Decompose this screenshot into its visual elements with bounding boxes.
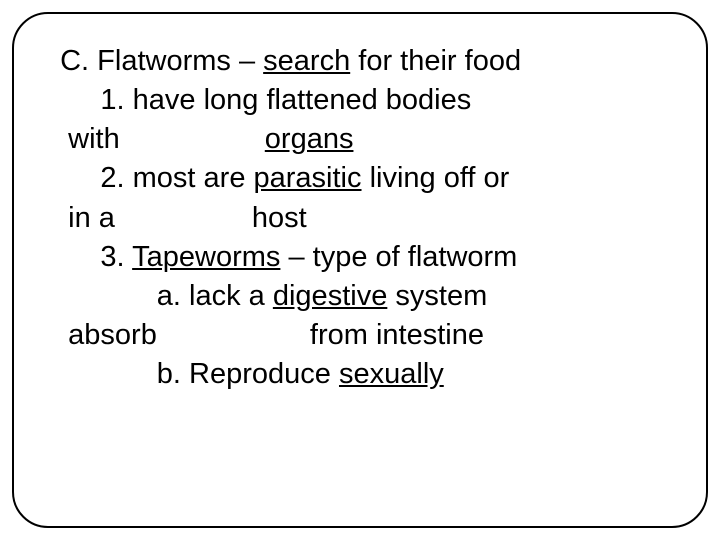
line-2b: in a host (44, 199, 676, 238)
text: C. Flatworms – (44, 45, 263, 77)
line-c: C. Flatworms – search for their food (44, 42, 676, 81)
line-2: 2. most are parasitic living off or (44, 159, 676, 198)
line-3b: b. Reproduce sexually (44, 355, 676, 394)
text: for their food (350, 45, 521, 77)
text: living off or (362, 162, 510, 194)
line-3: 3. Tapeworms – type of flatworm (44, 238, 676, 277)
underlined-word: sexually (339, 358, 444, 390)
text: system (387, 280, 487, 312)
text: a. lack a (44, 280, 273, 312)
line-3a2: absorb from intestine (44, 316, 676, 355)
text: absorb from intestine (44, 319, 484, 351)
line-3a: a. lack a digestive system (44, 277, 676, 316)
underlined-word: digestive (273, 280, 387, 312)
text: with (44, 123, 265, 155)
line-1b: with organs (44, 120, 676, 159)
outline-text: C. Flatworms – search for their food 1. … (44, 42, 676, 394)
text: b. Reproduce (44, 358, 339, 390)
text: 3. (44, 241, 132, 273)
underlined-word: parasitic (254, 162, 362, 194)
text: 2. most are (44, 162, 254, 194)
underlined-word: search (263, 45, 350, 77)
slide-frame: C. Flatworms – search for their food 1. … (12, 12, 708, 528)
line-1: 1. have long flattened bodies (44, 81, 676, 120)
underlined-word: Tapeworms (132, 241, 280, 273)
text: in a host (44, 202, 307, 234)
underlined-word: organs (265, 123, 354, 155)
text: – type of flatworm (280, 241, 517, 273)
text: 1. have long flattened bodies (44, 84, 471, 116)
